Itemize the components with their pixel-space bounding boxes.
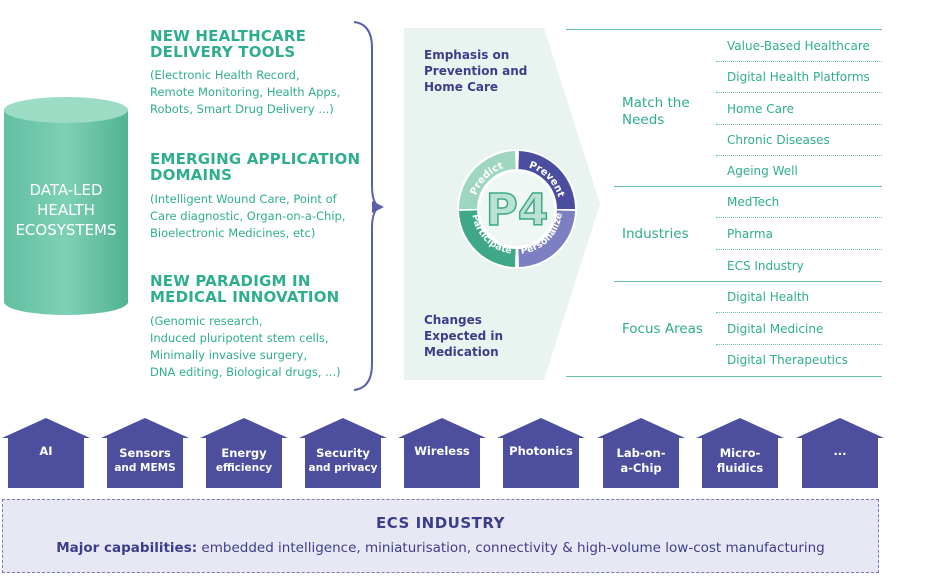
table-top-line <box>566 29 882 30</box>
capability-label: and privacy <box>308 462 378 474</box>
block-title: NEW PARADIGM IN MEDICAL INNOVATION <box>150 273 365 305</box>
text-line: Prevention and <box>424 64 528 78</box>
block-description: (Intelligent Wound Care, Point of Care d… <box>150 191 365 242</box>
capability-label: and MEMS <box>114 462 176 474</box>
block-description: (Electronic Health Record, Remote Monito… <box>150 67 365 118</box>
label-line: Match the <box>622 95 690 111</box>
cylinder-line-3: ECOSYSTEMS <box>15 221 117 239</box>
block-title: NEW HEALTHCARE DELIVERY TOOLS <box>150 28 365 60</box>
p4-wheel: P4 Predict Prevent Personalize Participa… <box>457 149 577 269</box>
section-divider <box>614 281 882 282</box>
capability-security-privacy: Security and privacy <box>299 418 387 488</box>
item-digital-health: Digital Health <box>727 290 810 304</box>
category-label-focus-areas: Focus Areas <box>622 321 703 338</box>
category-label-industries: Industries <box>622 226 689 243</box>
desc-line: Care diagnostic, Organ-on-a-Chip, <box>150 209 346 223</box>
divider <box>716 249 882 250</box>
item-ecs-industry: ECS Industry <box>727 259 804 273</box>
capability-sensors-mems: Sensors and MEMS <box>101 418 189 488</box>
item-digital-medicine: Digital Medicine <box>727 322 824 336</box>
item-digital-therapeutics: Digital Therapeutics <box>727 353 848 367</box>
capability-label: ... <box>833 444 847 458</box>
capability-more: ... <box>796 418 884 488</box>
title-line: DELIVERY TOOLS <box>150 43 296 61</box>
desc-line: Remote Monitoring, Health Apps, <box>150 85 341 99</box>
text-line: Expected in <box>424 329 504 343</box>
title-line: MEDICAL INNOVATION <box>150 288 340 306</box>
curly-brace <box>353 21 384 391</box>
capability-ai: AI <box>2 418 90 488</box>
ecs-industry-capabilities: Major capabilities: embedded intelligenc… <box>2 540 879 556</box>
capability-label: a-Chip <box>620 461 662 475</box>
cylinder-label: DATA-LED HEALTH ECOSYSTEMS <box>8 180 124 240</box>
divider <box>716 155 882 156</box>
ecs-industry-box <box>2 499 879 573</box>
title-line: DOMAINS <box>150 166 233 184</box>
desc-line: Robots, Smart Drug Delivery ...) <box>150 102 334 116</box>
capability-label: Photonics <box>509 444 573 458</box>
capability-wireless: Wireless <box>398 418 486 488</box>
capability-label: Lab-on- <box>616 446 666 460</box>
capability-photonics: Photonics <box>497 418 585 488</box>
text-line: Changes <box>424 313 482 327</box>
text-line: Medication <box>424 345 499 359</box>
desc-line: (Electronic Health Record, <box>150 68 300 82</box>
item-chronic-diseases: Chronic Diseases <box>727 133 830 147</box>
capabilities-label: Major capabilities: <box>56 540 198 556</box>
table-bottom-line <box>566 376 882 377</box>
capability-label: efficiency <box>215 462 273 474</box>
arrow-bottom-text: Changes Expected in Medication <box>424 312 503 360</box>
capability-energy-efficiency: Energy efficiency <box>200 418 288 488</box>
divider <box>716 312 882 313</box>
title-line: EMERGING APPLICATION <box>150 150 361 168</box>
capabilities-text: embedded intelligence, miniaturisation, … <box>197 540 825 556</box>
divider <box>716 344 882 345</box>
item-ageing-well: Ageing Well <box>727 164 798 178</box>
block-healthcare-delivery-tools: NEW HEALTHCARE DELIVERY TOOLS (Electroni… <box>150 28 365 118</box>
title-line: NEW PARADIGM IN <box>150 272 311 290</box>
desc-line: DNA editing, Biological drugs, ...) <box>150 365 341 379</box>
block-description: (Genomic research, Induced pluripotent s… <box>150 313 365 381</box>
desc-line: Minimally invasive surgery, <box>150 348 308 362</box>
block-emerging-application-domains: EMERGING APPLICATION DOMAINS (Intelligen… <box>150 151 365 242</box>
item-pharma: Pharma <box>727 227 773 241</box>
capability-label: fluidics <box>716 461 764 475</box>
desc-line: (Intelligent Wound Care, Point of <box>150 192 337 206</box>
capability-label: Security <box>316 446 370 460</box>
item-home-care: Home Care <box>727 102 795 116</box>
capability-label: Wireless <box>414 444 470 458</box>
divider <box>716 61 882 62</box>
divider <box>716 92 882 93</box>
desc-line: (Genomic research, <box>150 314 263 328</box>
capability-lab-on-a-chip: Lab-on-a-Chip <box>597 418 685 488</box>
cylinder-line-2: HEALTH <box>37 201 95 219</box>
capability-microfluidics: Micro-fluidics <box>696 418 784 488</box>
label-line: Industries <box>622 226 689 242</box>
divider <box>716 124 882 125</box>
ecs-industry-title: ECS INDUSTRY <box>376 514 505 532</box>
p4-logo: P4 <box>486 185 549 236</box>
label-line: Focus Areas <box>622 321 703 337</box>
text-line: Emphasis on <box>424 48 510 62</box>
cylinder-line-1: DATA-LED <box>29 181 103 199</box>
item-digital-health-platforms: Digital Health Platforms <box>727 70 870 84</box>
capability-label: Energy <box>221 446 267 460</box>
desc-line: Induced pluripotent stem cells, <box>150 331 329 345</box>
capability-label: Sensors <box>119 446 171 460</box>
arrow-top-text: Emphasis on Prevention and Home Care <box>424 47 527 95</box>
label-line: Needs <box>622 112 665 128</box>
text-line: Home Care <box>424 80 499 94</box>
category-label-match-needs: Match the Needs <box>622 95 690 129</box>
section-divider <box>614 186 882 187</box>
capability-label: Micro- <box>719 446 761 460</box>
block-title: EMERGING APPLICATION DOMAINS <box>150 151 365 183</box>
capability-label: AI <box>39 444 53 458</box>
item-medtech: MedTech <box>727 195 780 209</box>
desc-line: Bioelectronic Medicines, etc) <box>150 226 316 240</box>
item-value-based-healthcare: Value-Based Healthcare <box>727 39 870 53</box>
block-paradigm-medical-innovation: NEW PARADIGM IN MEDICAL INNOVATION (Geno… <box>150 273 365 381</box>
title-line: NEW HEALTHCARE <box>150 27 307 45</box>
data-led-health-ecosystems-cylinder <box>4 97 128 315</box>
divider <box>716 217 882 218</box>
